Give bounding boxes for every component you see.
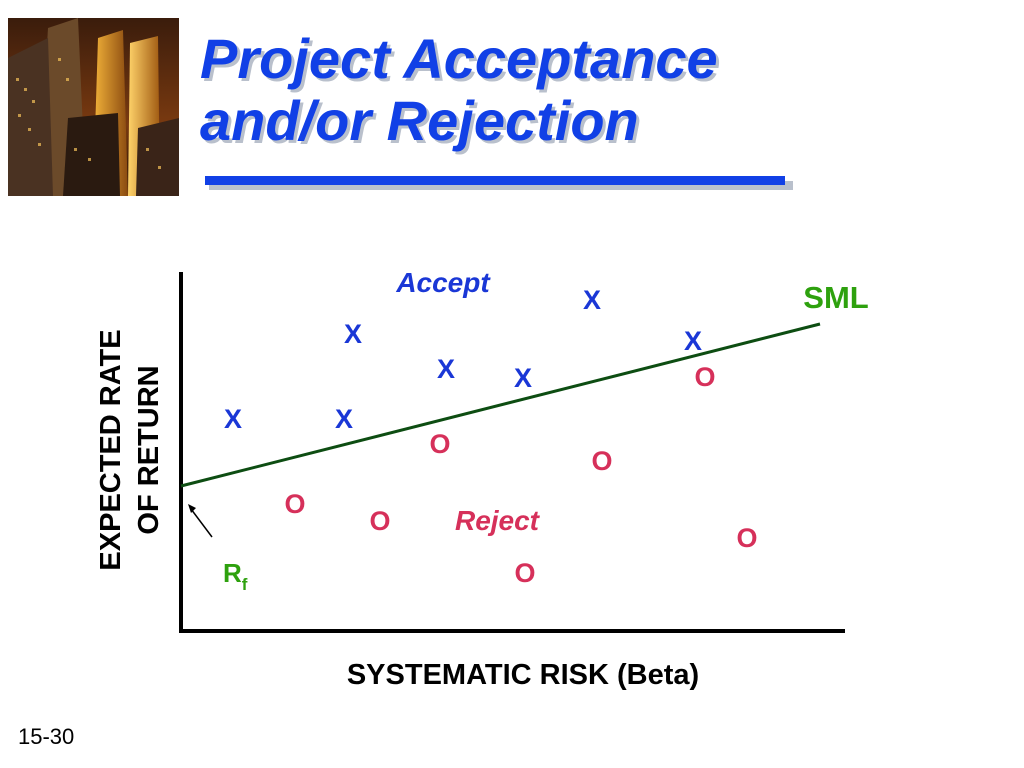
x-axis-label: SYSTEMATIC RISK (Beta) [347, 659, 699, 691]
sml-line [180, 322, 821, 488]
rf-arrowhead [188, 504, 196, 513]
accept-marker: X [437, 354, 455, 384]
city-skyline-photo [8, 18, 179, 196]
reject-marker: O [591, 446, 612, 476]
page-number: 15-30 [18, 724, 75, 749]
slide-title-line1: Project Acceptance [200, 27, 718, 90]
reject-marker: O [369, 506, 390, 536]
sml-label: SML [803, 280, 868, 315]
accept-markers: X X X X X X X [224, 285, 702, 434]
accept-marker: X [224, 404, 242, 434]
rf-label: Rf [223, 558, 248, 594]
y-axis-label-line2: OF RETURN [133, 365, 165, 534]
y-axis-label-line1: EXPECTED RATE [95, 329, 127, 570]
reject-marker: O [514, 558, 535, 588]
reject-marker: O [694, 362, 715, 392]
rf-label-main: R [223, 558, 242, 588]
accept-marker: X [335, 404, 353, 434]
accept-marker: X [583, 285, 601, 315]
slide-title: Project Acceptance and/or Rejection [200, 28, 718, 152]
accept-marker: X [684, 326, 702, 356]
reject-marker: O [284, 489, 305, 519]
accept-marker: X [514, 363, 532, 393]
reject-label: Reject [455, 505, 541, 536]
reject-markers: O O O O O O O [284, 362, 757, 588]
y-axis-label: EXPECTED RATE OF RETURN [95, 329, 165, 570]
title-underline-shadow [209, 181, 793, 190]
reject-marker: O [429, 429, 450, 459]
title-underline [205, 176, 785, 185]
rf-arrow [190, 508, 213, 538]
reject-marker: O [736, 523, 757, 553]
rf-label-subscript: f [242, 575, 248, 594]
accept-label: Accept [395, 267, 491, 298]
accept-marker: X [344, 319, 362, 349]
slide-title-line2: and/or Rejection [200, 89, 639, 152]
city-skyline-photo-icon [8, 18, 179, 196]
